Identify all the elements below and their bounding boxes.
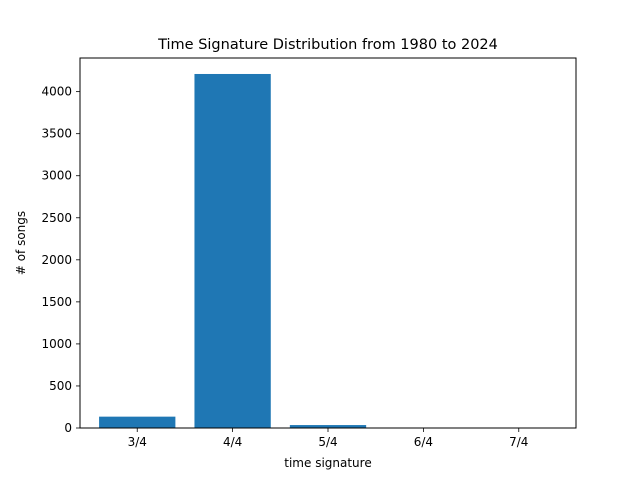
x-tick-label: 7/4 <box>509 435 528 449</box>
x-ticks: 3/4 4/4 5/4 6/4 7/4 <box>128 428 528 449</box>
y-tick-label: 4000 <box>41 85 72 99</box>
y-ticks: 0 500 1000 1500 2000 2500 3000 3500 4000 <box>41 85 80 435</box>
bar-3-4 <box>99 416 176 428</box>
y-tick-label: 3000 <box>41 169 72 183</box>
y-tick-label: 1500 <box>41 295 72 309</box>
x-tick-label: 3/4 <box>128 435 147 449</box>
y-axis-label: # of songs <box>14 211 28 275</box>
x-tick-label: 4/4 <box>223 435 242 449</box>
y-tick-label: 1000 <box>41 337 72 351</box>
y-tick-label: 2500 <box>41 211 72 225</box>
bar-5-4 <box>289 425 367 428</box>
y-tick-label: 2000 <box>41 253 72 267</box>
y-tick-label: 0 <box>64 421 72 435</box>
y-tick-label: 3500 <box>41 127 72 141</box>
chart-title: Time Signature Distribution from 1980 to… <box>157 37 498 53</box>
y-tick-label: 500 <box>49 379 72 393</box>
plot-frame <box>79 57 577 429</box>
bar-4-4 <box>194 73 271 428</box>
x-axis-label: time signature <box>284 456 371 470</box>
bars-layer <box>99 73 557 428</box>
x-tick-label: 6/4 <box>414 435 433 449</box>
x-tick-label: 5/4 <box>318 435 337 449</box>
